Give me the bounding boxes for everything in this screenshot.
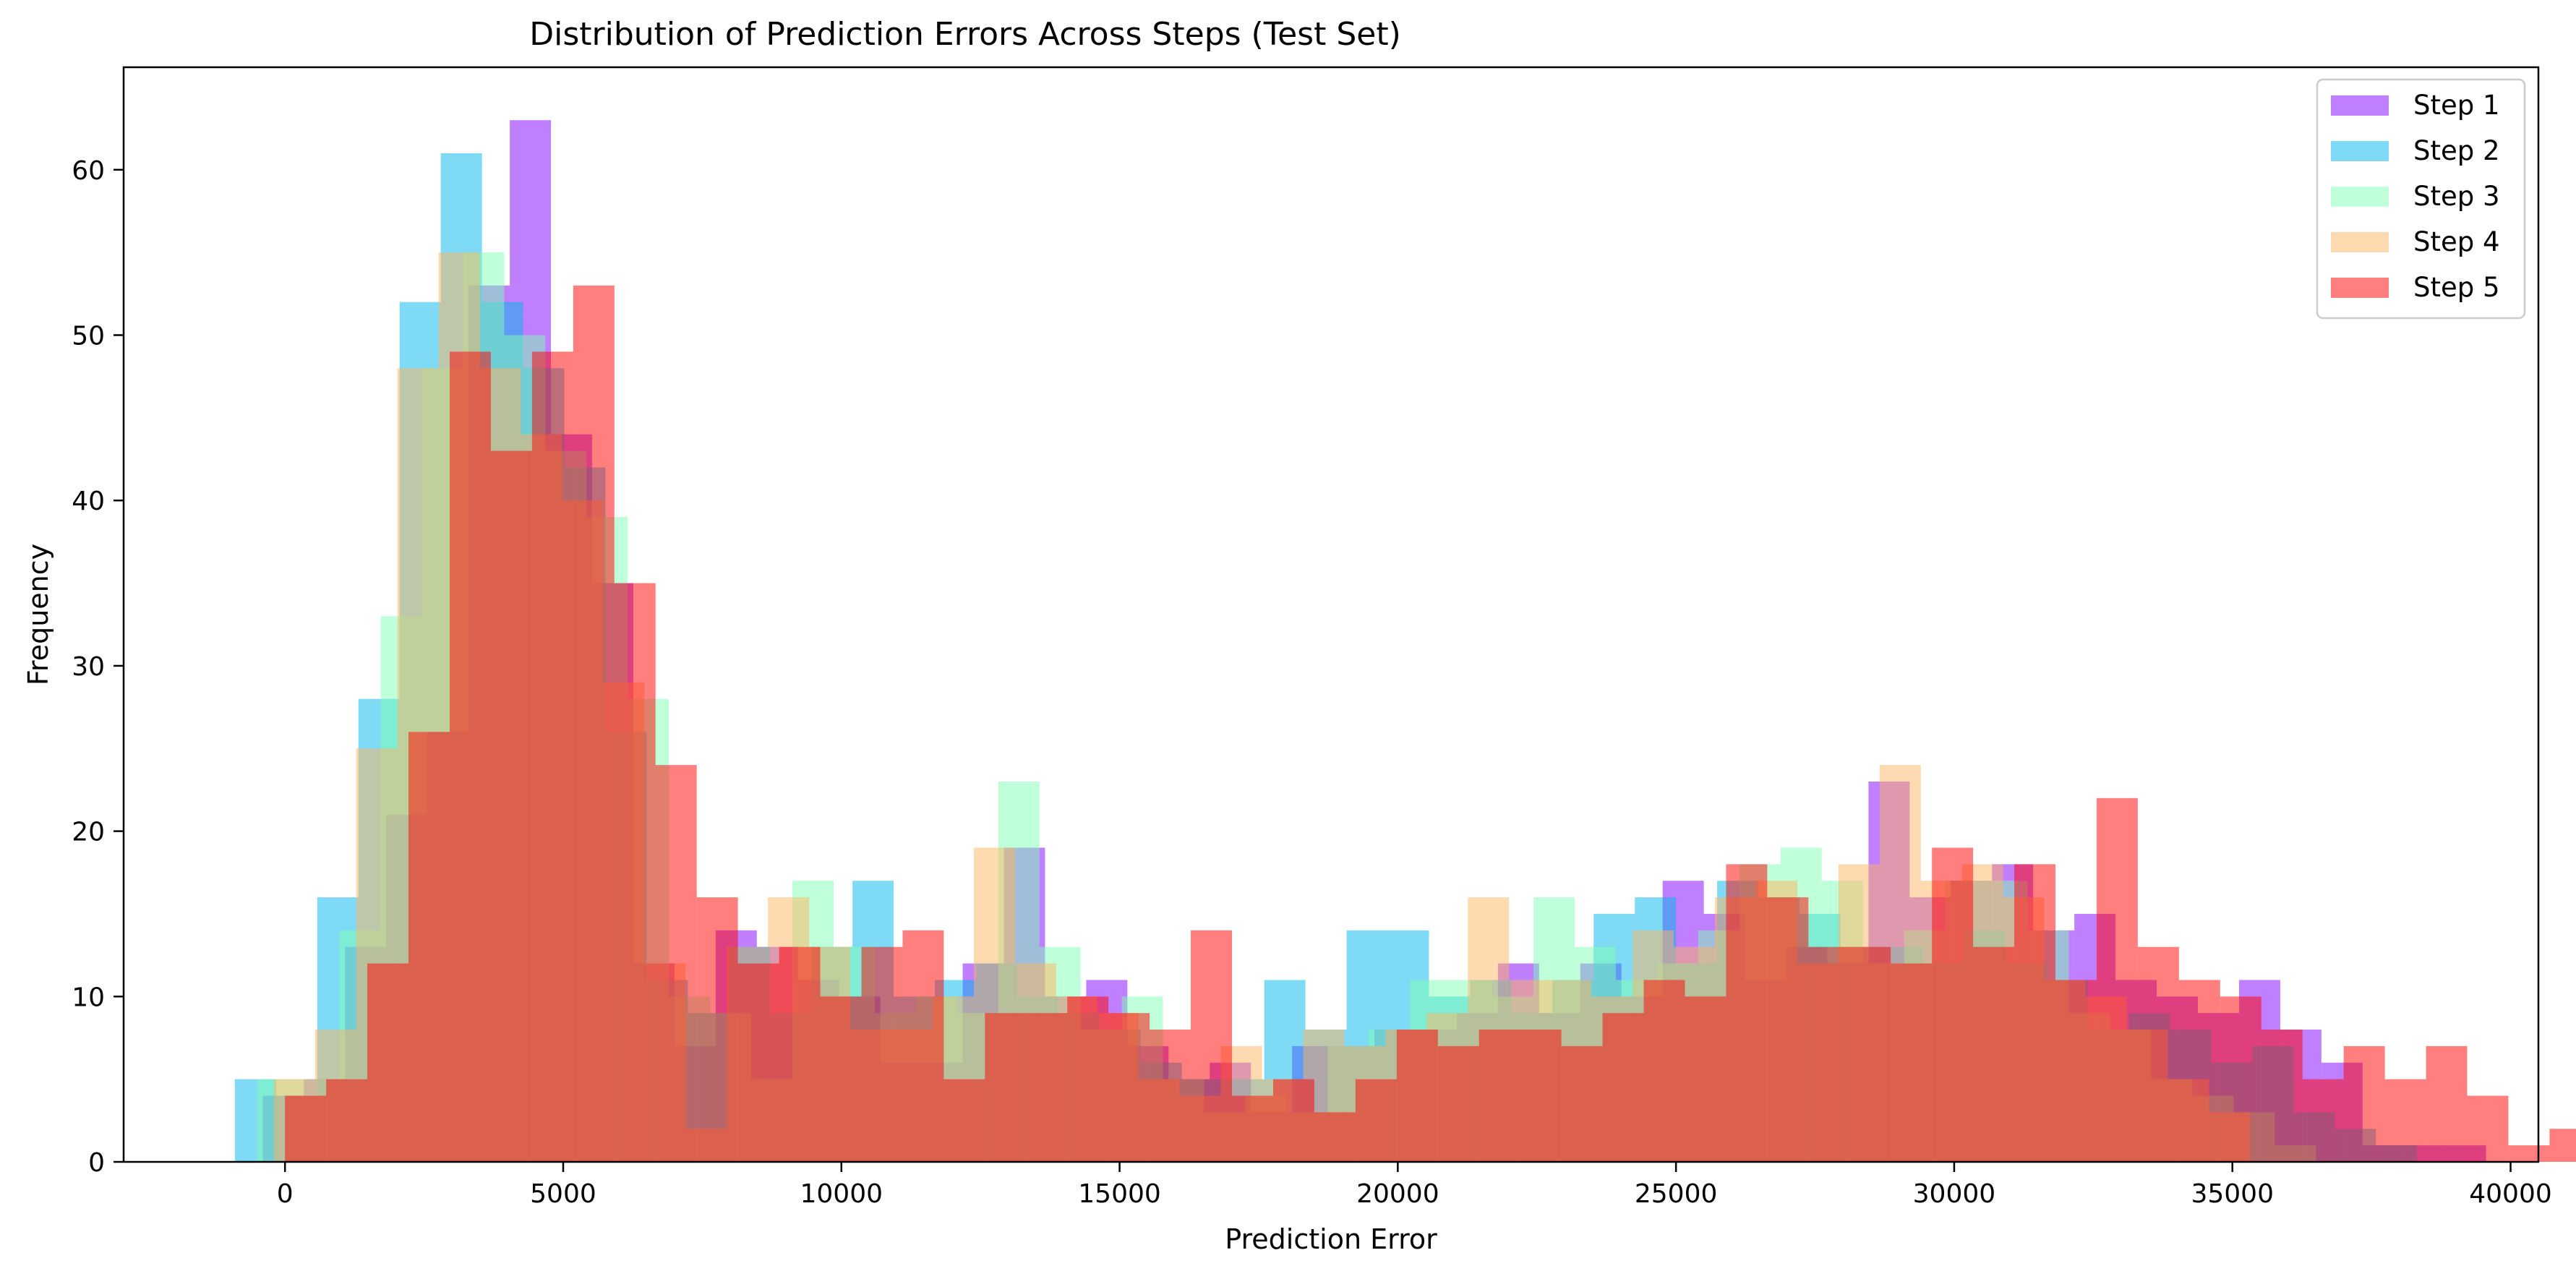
- y-axis-label: Frequency: [22, 544, 54, 685]
- histogram-bar: [1808, 946, 1850, 1162]
- histogram-bar: [985, 1013, 1027, 1162]
- histogram-bar: [1932, 847, 1974, 1162]
- legend-swatch: [2331, 232, 2389, 252]
- legend-swatch: [2331, 95, 2389, 116]
- y-tick-label: 40: [72, 487, 105, 516]
- x-axis-ticks: 0 5000 10000 15000 20000 25000 30000 35000 40000: [277, 1162, 2552, 1209]
- x-tick-label: 15000: [1078, 1179, 1161, 1209]
- y-tick-label: 10: [72, 983, 105, 1012]
- histogram-bar: [285, 1095, 327, 1162]
- histogram-bar: [820, 996, 862, 1162]
- histogram-bar: [367, 963, 409, 1162]
- legend-swatch: [2331, 278, 2389, 298]
- histogram-bar: [2137, 946, 2179, 1162]
- histogram-bar: [696, 897, 738, 1162]
- histogram-bar: [1602, 1013, 1644, 1162]
- histogram-bar: [326, 1079, 368, 1162]
- histogram-bar: [1396, 1030, 1438, 1162]
- histogram-bar: [1355, 1079, 1397, 1162]
- histogram-bar: [2014, 864, 2055, 1162]
- histogram-bar: [449, 351, 491, 1162]
- legend-label: Step 2: [2413, 135, 2500, 166]
- y-axis-ticks: 0 10 20 30 40 50 60: [72, 156, 124, 1178]
- series-5-bars: [285, 285, 2576, 1162]
- histogram-bar: [1272, 1079, 1314, 1162]
- y-tick-label: 0: [88, 1148, 105, 1178]
- histogram-bar: [614, 583, 656, 1162]
- x-axis-label: Prediction Error: [1225, 1223, 1437, 1255]
- x-tick-label: 25000: [1635, 1179, 1718, 1209]
- histogram-bar: [2178, 980, 2220, 1162]
- histogram-bar: [531, 351, 573, 1162]
- legend-label: Step 5: [2413, 272, 2500, 303]
- histogram-bar: [2261, 1030, 2303, 1162]
- histogram-bar: [1191, 930, 1233, 1162]
- x-tick-label: 20000: [1356, 1179, 1439, 1209]
- legend-label: Step 3: [2413, 181, 2500, 212]
- legend-label: Step 4: [2413, 226, 2500, 257]
- histogram-bar: [1767, 897, 1809, 1162]
- legend-label: Step 1: [2413, 90, 2500, 121]
- chart-title: Distribution of Prediction Errors Across…: [529, 16, 1401, 53]
- histogram-bar: [408, 732, 450, 1162]
- histogram-bar: [2426, 1045, 2468, 1162]
- histogram-bar: [1026, 1013, 1068, 1162]
- histogram-bar: [1685, 996, 1726, 1162]
- histogram-bar: [2096, 797, 2138, 1162]
- histogram-bar: [1520, 1030, 1562, 1162]
- bars-layer: [234, 120, 2576, 1163]
- histogram-bar: [490, 450, 532, 1162]
- y-tick-label: 60: [72, 156, 105, 186]
- histogram-bar: [2220, 996, 2262, 1162]
- x-tick-label: 5000: [530, 1179, 596, 1209]
- histogram-bar: [1849, 946, 1891, 1162]
- histogram-bar: [2343, 1045, 2385, 1162]
- histogram-bar: [2055, 980, 2097, 1162]
- histogram-bar: [1067, 996, 1109, 1162]
- y-tick-label: 30: [72, 652, 105, 682]
- histogram-bar: [1643, 980, 1685, 1162]
- legend-swatch: [2331, 141, 2389, 161]
- histogram-bar: [1479, 1030, 1520, 1162]
- histogram-bar: [861, 946, 903, 1162]
- x-tick-label: 0: [277, 1179, 294, 1209]
- y-tick-label: 50: [72, 321, 105, 351]
- histogram-bar: [1150, 1030, 1191, 1162]
- histogram-bar: [2467, 1095, 2509, 1162]
- histogram-bar: [902, 930, 944, 1162]
- histogram-bar: [2384, 1079, 2426, 1162]
- histogram-bar: [655, 765, 697, 1162]
- histogram-bar: [1726, 864, 1768, 1162]
- histogram-bar: [1437, 1045, 1479, 1162]
- histogram-bar: [1561, 1045, 1603, 1162]
- y-tick-label: 20: [72, 818, 105, 847]
- histogram-bar: [1314, 1112, 1356, 1162]
- legend-box: [2316, 78, 2526, 320]
- histogram-bar: [779, 946, 821, 1162]
- histogram-bar: [737, 963, 779, 1162]
- histogram-bar: [943, 1079, 985, 1162]
- x-tick-label: 10000: [800, 1179, 883, 1209]
- histogram-bar: [573, 285, 615, 1162]
- legend-swatch: [2331, 187, 2389, 207]
- histogram-bar: [1108, 1013, 1150, 1162]
- x-tick-label: 35000: [2191, 1179, 2274, 1209]
- histogram-bar: [2302, 1079, 2344, 1162]
- legend: Step 1 Step 2 Step 3 Step 4 Step 5: [2316, 78, 2526, 320]
- histogram-bar: [1891, 963, 1933, 1162]
- histogram-bar: [2549, 1129, 2576, 1162]
- histogram-bar: [2508, 1145, 2550, 1162]
- histogram-bar: [1973, 946, 2015, 1162]
- x-tick-label: 30000: [1913, 1179, 1996, 1209]
- histogram-bar: [1232, 1095, 1273, 1162]
- plot-frame: [122, 66, 2540, 1163]
- x-tick-label: 40000: [2469, 1179, 2552, 1209]
